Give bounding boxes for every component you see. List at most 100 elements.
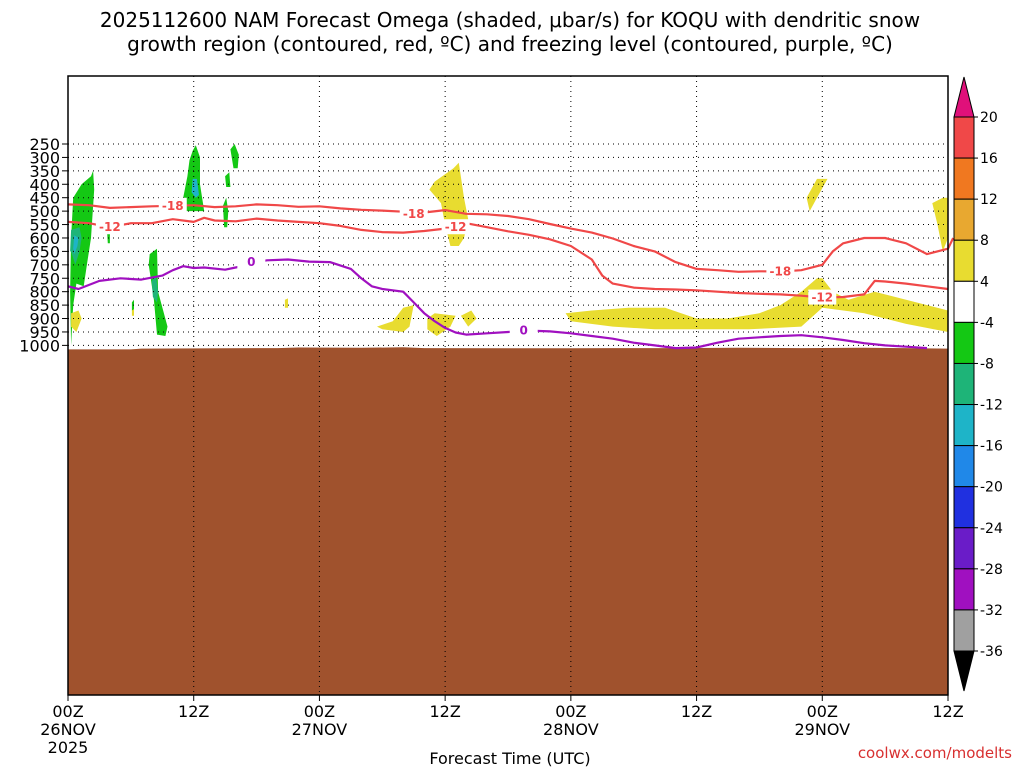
omega-region-teal-core-08z (151, 275, 159, 303)
omega-shading-layer (70, 144, 948, 346)
colorbar-bin-6 (953, 362, 975, 406)
grid-layer (68, 76, 948, 695)
colorbar-label-11: -28 (980, 562, 1003, 578)
ground-layer (68, 347, 948, 695)
omega-region-yellow-low-right (565, 278, 948, 332)
colorbar-bin-5 (953, 321, 975, 364)
omega-region-yellow-low-08z (377, 305, 414, 332)
x-tick-label-84-1: 12Z (932, 702, 963, 721)
omega-region-green-thin-15z-low (223, 197, 229, 228)
contour-label-bg-1-1 (441, 219, 470, 235)
contour-label-bg-0-2 (766, 263, 795, 279)
contour-label--18C-0: -18 (162, 199, 184, 213)
contour-label--12C-1: -12 (445, 220, 467, 234)
contour-label-bg-0-1 (399, 205, 428, 221)
colorbar-bin-3 (953, 239, 975, 282)
x-tick-label-12-1: 12Z (178, 702, 209, 721)
colorbar-bin-8 (953, 445, 975, 488)
colorbar-label-9: -20 (980, 480, 1003, 496)
y-tick-label-300: 300 (29, 148, 60, 167)
contour-label--12C-0: -12 (99, 220, 121, 234)
x-tick-label-72-2: 29NOV (794, 720, 850, 739)
colorbar-top-extend (953, 76, 975, 118)
contour-label--18C-2: -18 (770, 265, 792, 279)
axes-layer: 2503003504004505005506006507007508008509… (19, 75, 964, 757)
omega-region-green-upward-early (70, 170, 95, 346)
x-tick-label-36-1: 12Z (429, 702, 460, 721)
y-tick-label-1000: 1000 (19, 336, 60, 355)
contour-layer: -18 -18 -18 -12 -12 -12 0 0 (67, 197, 955, 350)
colorbar-bin-10 (953, 527, 975, 570)
contour-label-0C-0: 0 (247, 255, 255, 269)
contour-label-bg-2-0 (237, 254, 266, 270)
y-tick-label-800: 800 (29, 283, 60, 302)
credit-text: coolwx.com/modelts (858, 744, 1012, 762)
colorbar-label-8: -16 (980, 439, 1003, 455)
omega-region-cyan-core-12z (191, 178, 199, 198)
x-tick-label-72-1: 00Z (807, 702, 838, 721)
colorbar-label-12: -32 (980, 603, 1003, 619)
colorbar-bin-9 (953, 486, 975, 529)
x-tick-label-0-1: 00Z (52, 702, 83, 721)
plot-frame (67, 75, 949, 696)
colorbar-bin-2 (953, 198, 975, 241)
colorbar-bin-4 (953, 280, 975, 323)
y-tick-label-850: 850 (29, 296, 60, 315)
colorbar-bin-7 (953, 404, 975, 447)
colorbar-bin-12 (953, 609, 975, 652)
y-tick-label-750: 750 (29, 269, 60, 288)
contour-line-0C (67, 258, 928, 350)
omega-region-yellow-right-edge (932, 197, 948, 252)
omega-region-cyan-core-early (73, 235, 79, 255)
x-tick-label-0-2: 26NOV (40, 720, 96, 739)
contour-label-bg-1-0 (95, 219, 124, 235)
y-tick-label-250: 250 (29, 135, 60, 154)
contour-label--18C-1: -18 (403, 207, 425, 221)
y-tick-label-650: 650 (29, 242, 60, 261)
omega-region-yellow-sliver-20z (284, 298, 288, 308)
contour-label-bg-0-0 (158, 197, 187, 213)
y-tick-label-450: 450 (29, 189, 60, 208)
x-axis-label: Forecast Time (UTC) (429, 749, 590, 768)
x-tick-label-48-1: 00Z (555, 702, 586, 721)
colorbar-label-7: -12 (980, 398, 1003, 414)
colorbar-label-10: -24 (980, 521, 1003, 537)
y-tick-label-400: 400 (29, 175, 60, 194)
colorbar-bin-1 (953, 157, 975, 200)
omega-region-green-thin-15z-mid (225, 172, 231, 187)
colorbar-label-4: 4 (980, 274, 989, 290)
chart-title-line2: growth region (contoured, red, ºC) and f… (127, 32, 893, 56)
chart-title-line1: 2025112600 NAM Forecast Omega (shaded, μ… (100, 8, 920, 32)
y-tick-label-600: 600 (29, 229, 60, 248)
contour-line--18C (67, 203, 955, 273)
x-tick-label-48-2: 28NOV (543, 720, 599, 739)
y-tick-label-550: 550 (29, 216, 60, 235)
colorbar-label-3: 8 (980, 233, 989, 249)
colorbar-label-0: 20 (980, 110, 998, 126)
colorbar-label-5: -4 (980, 315, 994, 331)
y-tick-label-900: 900 (29, 310, 60, 329)
omega-region-green-narrow-07z (148, 248, 168, 336)
omega-region-yellow-sliver-00z (71, 310, 82, 332)
omega-region-yellow-high-21z (806, 178, 828, 212)
omega-region-green-thin-16z (230, 144, 239, 169)
x-tick-label-60-1: 12Z (681, 702, 712, 721)
contour-label-bg-2-1 (509, 322, 538, 338)
colorbar-bin-11 (953, 568, 975, 611)
colorbar-label-6: -8 (980, 356, 994, 372)
y-tick-label-350: 350 (29, 162, 60, 181)
x-tick-label-0-3: 2025 (48, 738, 89, 757)
y-tick-label-500: 500 (29, 202, 60, 221)
colorbar-label-2: 12 (980, 192, 998, 208)
contour-label-bg-1-2 (808, 289, 837, 305)
y-tick-label-700: 700 (29, 256, 60, 275)
colorbar: 20 16 12 8 4 -4 -8 -12 -16 -20 -24 -28 -32 -36 (953, 76, 1003, 692)
x-tick-label-24-1: 00Z (304, 702, 335, 721)
colorbar-bin-0 (953, 116, 975, 159)
contour-label--12C-2: -12 (811, 291, 833, 305)
ground-terrain (68, 347, 948, 695)
omega-region-green-sliver-06z (131, 299, 134, 311)
omega-region-yellow-sliver-06z (131, 309, 134, 316)
